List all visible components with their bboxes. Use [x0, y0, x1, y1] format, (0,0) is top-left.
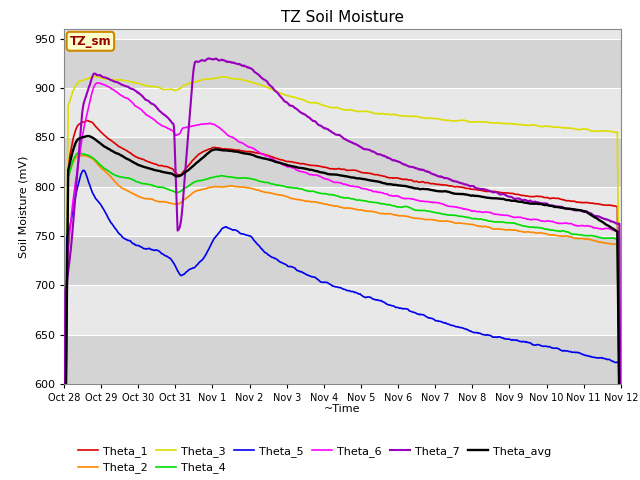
Bar: [64, 187, 621, 236]
X-axis label: ~Time: ~Time: [324, 405, 361, 414]
Bar: [64, 137, 621, 187]
Bar: [64, 39, 621, 88]
Bar: [64, 285, 621, 335]
Bar: [64, 88, 621, 137]
Y-axis label: Soil Moisture (mV): Soil Moisture (mV): [19, 155, 28, 258]
Bar: [64, 335, 621, 384]
Legend: Theta_1, Theta_2, Theta_3, Theta_4, Theta_5, Theta_6, Theta_7, Theta_avg: Theta_1, Theta_2, Theta_3, Theta_4, Thet…: [74, 442, 556, 478]
Bar: [64, 236, 621, 285]
Text: TZ_sm: TZ_sm: [70, 35, 111, 48]
Title: TZ Soil Moisture: TZ Soil Moisture: [281, 10, 404, 25]
